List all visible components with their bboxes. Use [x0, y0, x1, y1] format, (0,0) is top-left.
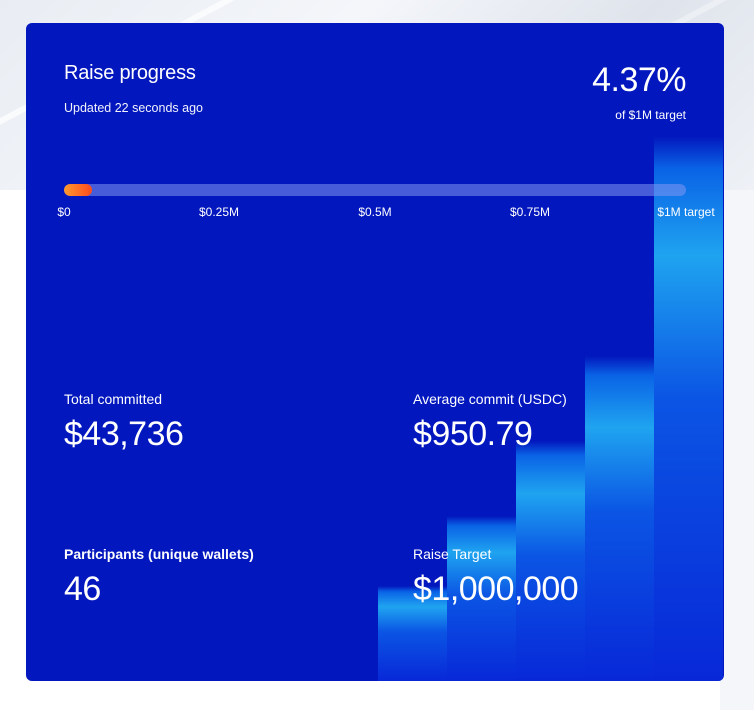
participants-value: 46: [64, 570, 101, 608]
decorative-bar: [378, 586, 447, 681]
progress-fill: [64, 184, 92, 196]
decorative-bar: [654, 136, 723, 681]
progress-tick-label: $0: [57, 205, 71, 219]
progress-tick-label: $0.5M: [358, 205, 392, 219]
average-commit-label: Average commit (USDC): [413, 391, 567, 407]
progress-percent-caption: of $1M target: [615, 108, 686, 122]
progress-tick-label: $0.25M: [198, 205, 240, 219]
progress-tick-label: $1M target: [657, 205, 715, 219]
decorative-bar: [447, 516, 516, 681]
progress-tick-label: $0.75M: [509, 205, 551, 219]
decorative-bar: [585, 356, 654, 681]
decorative-bar: [516, 441, 585, 681]
average-commit-value: $950.79: [413, 415, 533, 453]
total-committed-value: $43,736: [64, 415, 184, 453]
total-committed-label: Total committed: [64, 391, 163, 407]
progress-track: [64, 184, 686, 196]
raise-progress-card: Raise progress Updated 22 seconds ago 4.…: [26, 23, 724, 681]
raise-target-label: Raise Target: [413, 546, 492, 562]
updated-timestamp: Updated 22 seconds ago: [64, 101, 203, 115]
card-title: Raise progress: [64, 62, 196, 84]
progress-percent: 4.37%: [592, 61, 686, 99]
participants-label: Participants (unique wallets): [64, 546, 254, 562]
background-panel: [720, 190, 754, 710]
raise-target-value: $1,000,000: [413, 570, 579, 608]
